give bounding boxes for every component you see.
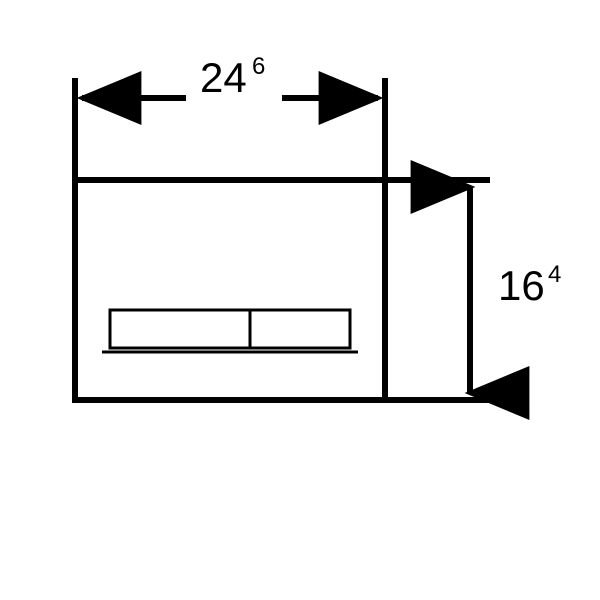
dimensioned-plate-drawing: 24 6 16 4 [0, 0, 600, 600]
height-dim-main: 16 [498, 262, 545, 309]
outer-plate-rect [75, 180, 385, 400]
width-dim-main: 24 [200, 54, 247, 101]
width-dim-sup: 6 [252, 53, 265, 80]
inner-button-rect [110, 310, 350, 348]
height-dim-sup: 4 [548, 261, 561, 288]
